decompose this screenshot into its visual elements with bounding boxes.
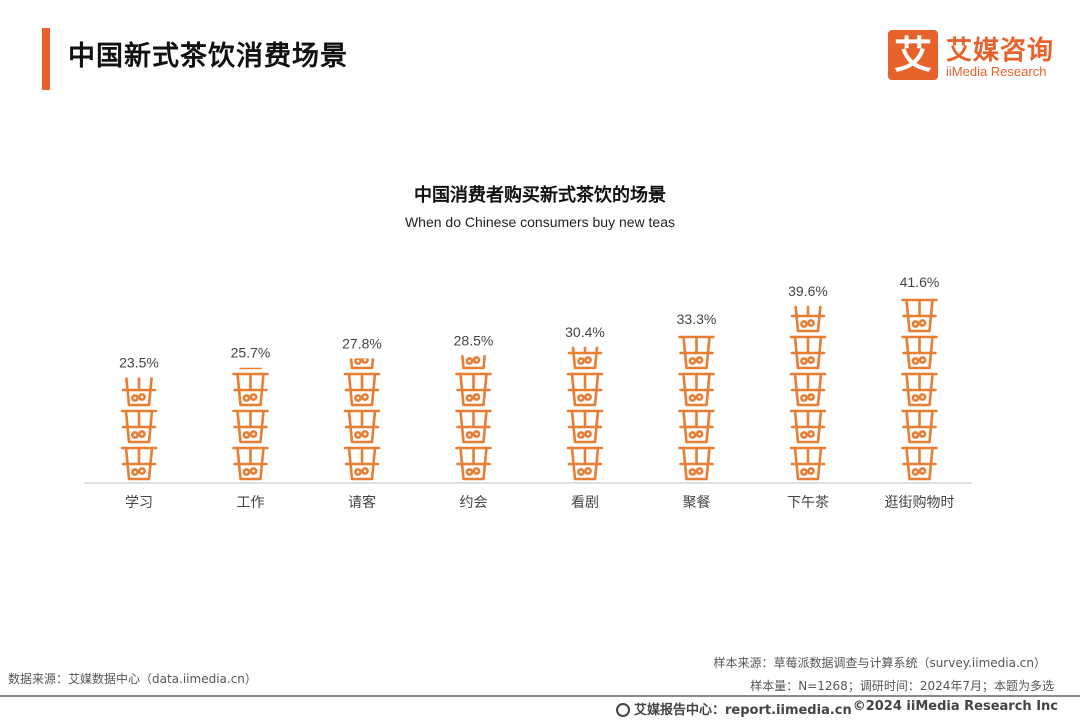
data-source: 数据来源：艾媒数据中心（data.iimedia.cn） bbox=[8, 672, 257, 686]
bubble-tea-cup-icon bbox=[790, 305, 826, 333]
bubble-tea-cup-icon bbox=[901, 372, 938, 407]
data-label: 30.4% bbox=[565, 324, 605, 340]
bubble-tea-cup-icon bbox=[678, 409, 715, 444]
category-label: 下午茶 bbox=[787, 495, 829, 511]
bubble-tea-cup-icon bbox=[789, 335, 827, 370]
bubble-tea-cup-icon bbox=[901, 446, 938, 481]
pictogram-bar-chart: 23.5% 学习 25.7% 工作 27.8% 请客 28.5% 约会 30.4% 看剧 33.3%… bbox=[84, 274, 972, 511]
bubble-tea-cup-icon bbox=[460, 355, 487, 370]
bubble-tea-cup-icon bbox=[567, 346, 603, 370]
bubble-tea-cup-icon bbox=[566, 446, 604, 481]
bar-学习 bbox=[120, 377, 158, 481]
bubble-tea-cup-icon bbox=[678, 335, 715, 370]
category-label: 聚餐 bbox=[683, 495, 711, 511]
chart-subtitle: When do Chinese consumers buy new teas bbox=[404, 214, 676, 230]
bar-约会 bbox=[455, 355, 492, 481]
bubble-tea-cup-icon bbox=[901, 335, 938, 370]
logo-text-cn: 艾媒咨询 bbox=[946, 36, 1055, 66]
data-label: 39.6% bbox=[788, 283, 828, 299]
category-label: 约会 bbox=[460, 495, 488, 511]
bubble-tea-cup-icon bbox=[232, 372, 269, 407]
sample-source: 样本来源：草莓派数据调查与计算系统（survey.iimedia.cn） bbox=[713, 656, 1046, 670]
category-label: 看剧 bbox=[571, 495, 599, 511]
footer-divider bbox=[0, 695, 1080, 697]
data-label: 41.6% bbox=[900, 274, 940, 290]
category-label: 工作 bbox=[237, 495, 265, 511]
bar-聚餐 bbox=[678, 335, 715, 481]
bubble-tea-cup-icon bbox=[232, 446, 269, 481]
globe-icon bbox=[616, 703, 630, 717]
category-label: 学习 bbox=[125, 495, 153, 511]
data-label: 25.7% bbox=[231, 345, 271, 361]
data-label: 27.8% bbox=[342, 335, 382, 351]
bar-下午茶 bbox=[789, 305, 827, 481]
bubble-tea-cup-icon bbox=[343, 409, 381, 444]
bubble-tea-cup-icon bbox=[343, 372, 381, 407]
logo-mark: 艾 bbox=[888, 30, 938, 80]
category-label: 请客 bbox=[348, 494, 376, 511]
bubble-tea-cup-icon bbox=[120, 409, 158, 444]
bubble-tea-cup-icon bbox=[789, 372, 827, 407]
bubble-tea-cup-icon bbox=[343, 446, 381, 481]
sample-info: 样本量：N=1268；调研时间：2024年7月；本题为多选 bbox=[750, 679, 1054, 693]
bubble-tea-cup-icon bbox=[120, 446, 158, 481]
bubble-tea-cup-icon bbox=[455, 372, 492, 407]
bubble-tea-cup-icon bbox=[789, 409, 827, 444]
bar-看剧 bbox=[566, 346, 604, 481]
bubble-tea-cup-icon bbox=[678, 372, 715, 407]
data-label: 33.3% bbox=[677, 311, 717, 327]
bubble-tea-cup-icon bbox=[566, 409, 604, 444]
title-accent-bar bbox=[42, 28, 50, 90]
data-label: 28.5% bbox=[454, 332, 494, 348]
bubble-tea-cup-icon bbox=[901, 298, 938, 333]
bar-工作 bbox=[232, 367, 269, 481]
bubble-tea-cup-icon bbox=[678, 446, 715, 481]
bubble-tea-cup-icon bbox=[455, 446, 492, 481]
bubble-tea-cup-icon bbox=[789, 446, 827, 481]
brand-logo: 艾 艾媒咨询 iiMedia Research bbox=[888, 30, 1058, 84]
bubble-tea-cup-icon bbox=[349, 358, 375, 370]
page-title: 中国新式茶饮消费场景 bbox=[68, 41, 348, 72]
copyright: ©2024 iiMedia Research Inc bbox=[852, 699, 1058, 714]
bubble-tea-cup-icon bbox=[232, 409, 269, 444]
bubble-tea-cup-icon bbox=[239, 367, 262, 370]
logo-text-en: iiMedia Research bbox=[946, 64, 1047, 79]
category-label: 逛街购物时 bbox=[885, 495, 955, 511]
data-label: 23.5% bbox=[119, 354, 159, 370]
bubble-tea-cup-icon bbox=[566, 372, 604, 407]
chart-title: 中国消费者购买新式茶饮的场景 bbox=[414, 185, 666, 206]
bar-请客 bbox=[343, 358, 381, 481]
bubble-tea-cup-icon bbox=[121, 377, 157, 407]
bubble-tea-cup-icon bbox=[901, 409, 938, 444]
report-center: 艾媒报告中心：report.iimedia.cn bbox=[616, 699, 852, 718]
bar-逛街购物时 bbox=[901, 298, 938, 481]
bubble-tea-cup-icon bbox=[455, 409, 492, 444]
report-center-text: 艾媒报告中心：report.iimedia.cn bbox=[634, 703, 852, 718]
